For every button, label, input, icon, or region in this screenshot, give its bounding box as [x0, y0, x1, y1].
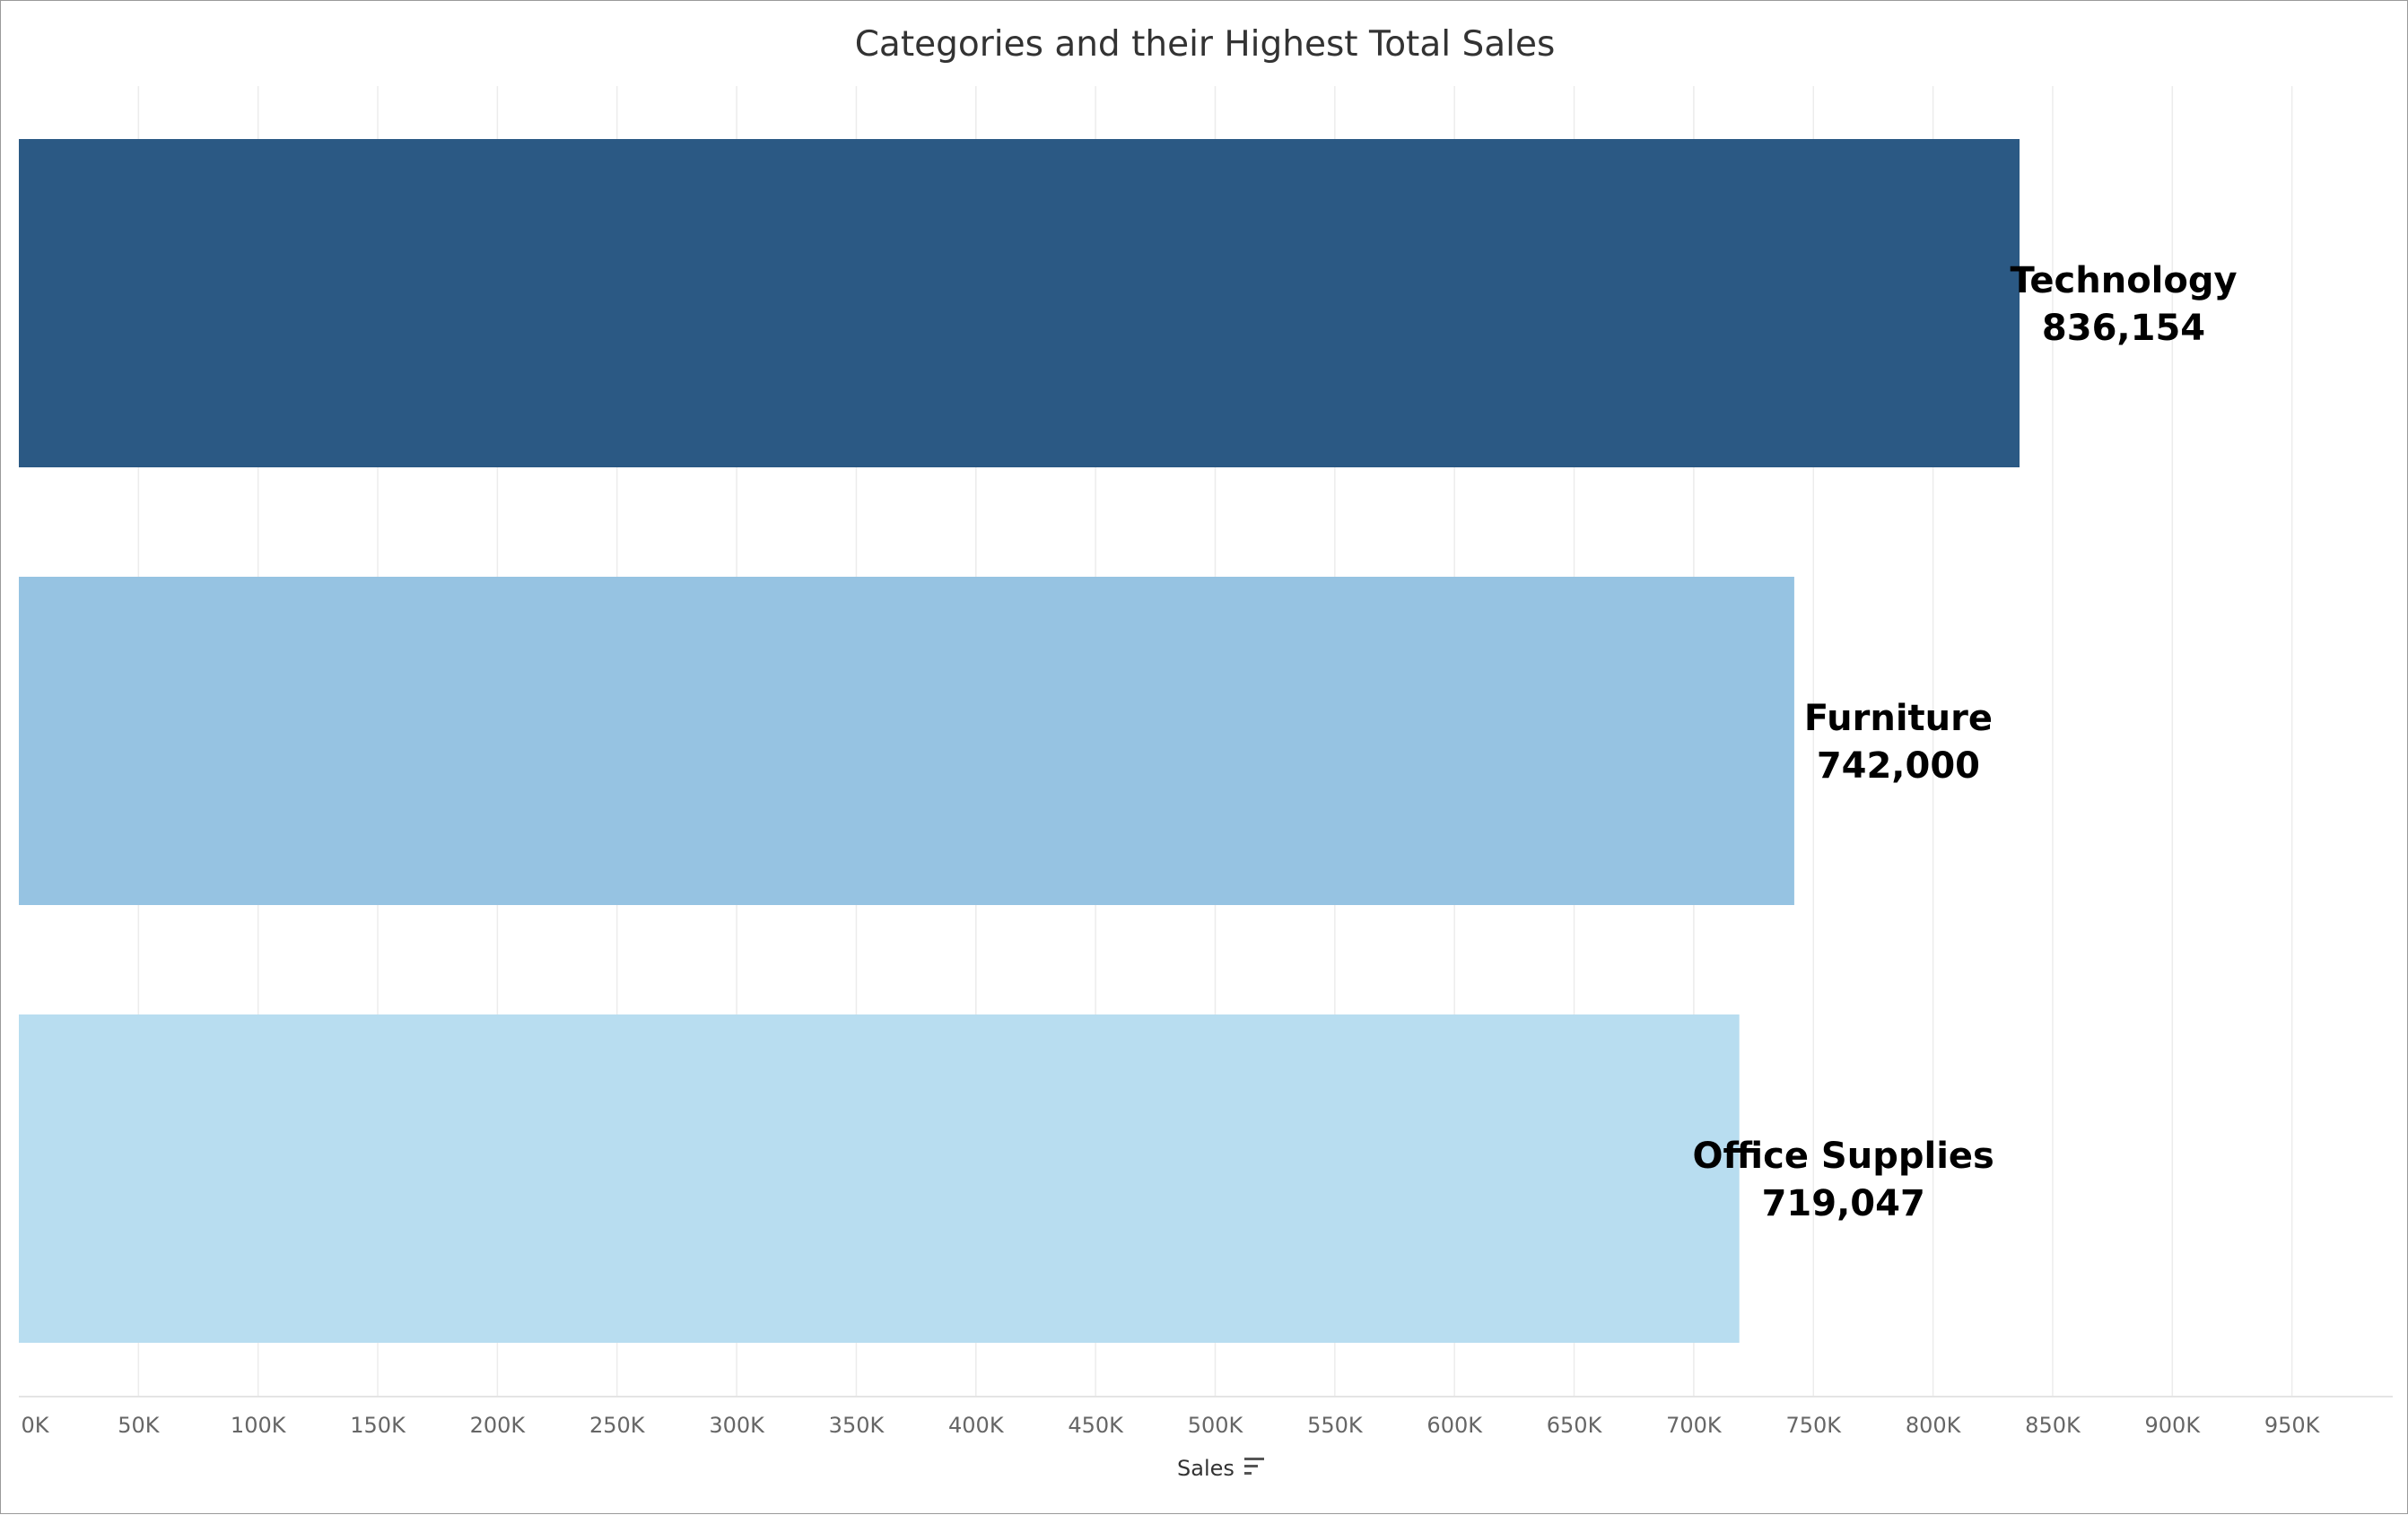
bar-furniture[interactable] [19, 577, 1794, 905]
x-tick-label: 800K [1906, 1413, 1962, 1438]
x-tick-label: 700K [1666, 1413, 1723, 1438]
bar-category-label: Furniture [1804, 698, 1993, 739]
x-tick-label: 750K [1785, 1413, 1842, 1438]
x-tick-label: 150K [350, 1413, 406, 1438]
x-tick-label: 450K [1068, 1413, 1124, 1438]
x-axis-title: Sales [1177, 1456, 1235, 1481]
x-tick-label: 250K [589, 1413, 646, 1438]
chart-title: Categories and their Highest Total Sales [855, 24, 1556, 65]
x-tick-label: 300K [709, 1413, 765, 1438]
x-axis-ticks: 0K 50K 100K 150K 200K 250K 300K 350K 400K 450K 500… [21, 1413, 2320, 1438]
sort-descending-icon[interactable] [1244, 1458, 1264, 1475]
x-tick-label: 200K [470, 1413, 527, 1438]
bar-category-label: Office Supplies [1693, 1136, 1994, 1177]
x-tick-label: 950K [2264, 1413, 2321, 1438]
x-tick-label: 850K [2025, 1413, 2081, 1438]
x-tick-label: 400K [948, 1413, 1005, 1438]
x-tick-label: 50K [118, 1413, 161, 1438]
bar-labels: Technology 836,154 Furniture 742,000 Office … [1693, 260, 2238, 1224]
x-tick-label: 550K [1307, 1413, 1364, 1438]
bar-value-label: 836,154 [2042, 308, 2205, 349]
x-tick-label: 600K [1426, 1413, 1483, 1438]
bar-value-label: 719,047 [1762, 1183, 1925, 1224]
x-tick-label: 0K [21, 1413, 49, 1438]
bars [19, 139, 2020, 1343]
x-tick-label: 350K [829, 1413, 886, 1438]
bar-category-label: Technology [2010, 260, 2237, 301]
bar-office-supplies[interactable] [19, 1014, 1740, 1343]
x-tick-label: 100K [231, 1413, 287, 1438]
x-tick-label: 900K [2145, 1413, 2202, 1438]
bar-technology[interactable] [19, 139, 2020, 467]
x-tick-label: 650K [1547, 1413, 1603, 1438]
bar-value-label: 742,000 [1817, 745, 1980, 787]
x-tick-label: 500K [1188, 1413, 1244, 1438]
